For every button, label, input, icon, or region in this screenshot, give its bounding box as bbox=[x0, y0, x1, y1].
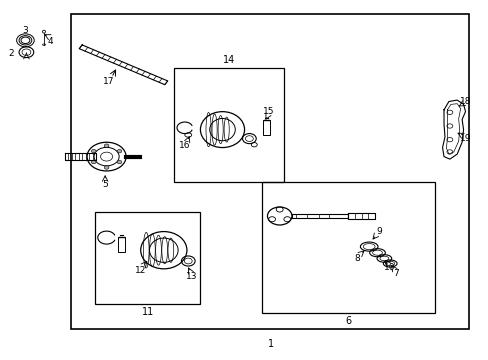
Bar bbox=[95, 212, 200, 304]
Text: 17: 17 bbox=[102, 77, 114, 86]
Text: 4: 4 bbox=[48, 37, 54, 46]
Text: 18: 18 bbox=[459, 97, 470, 106]
Circle shape bbox=[91, 149, 96, 153]
Bar bbox=[291, 214, 347, 218]
Text: 16: 16 bbox=[179, 141, 190, 150]
Text: 15: 15 bbox=[263, 107, 274, 116]
Text: 7: 7 bbox=[392, 269, 398, 278]
Text: 14: 14 bbox=[222, 55, 234, 66]
Text: 2: 2 bbox=[8, 49, 14, 58]
Circle shape bbox=[117, 149, 122, 153]
Circle shape bbox=[104, 144, 109, 147]
Circle shape bbox=[104, 166, 109, 169]
Text: 5: 5 bbox=[102, 180, 108, 189]
Text: 6: 6 bbox=[345, 316, 351, 326]
Bar bbox=[118, 237, 124, 252]
Text: 10: 10 bbox=[383, 263, 395, 272]
Bar bbox=[263, 120, 269, 135]
Circle shape bbox=[117, 160, 122, 164]
Text: 11: 11 bbox=[142, 307, 154, 317]
Text: 12: 12 bbox=[134, 266, 146, 275]
Bar bbox=[261, 182, 434, 313]
Circle shape bbox=[91, 160, 96, 164]
Bar bbox=[173, 68, 283, 182]
Bar bbox=[71, 14, 468, 329]
Text: 3: 3 bbox=[22, 26, 28, 35]
Text: 9: 9 bbox=[375, 227, 381, 236]
Text: 1: 1 bbox=[268, 339, 274, 349]
Text: 8: 8 bbox=[353, 253, 359, 263]
Text: 19: 19 bbox=[459, 134, 470, 143]
Text: 13: 13 bbox=[186, 272, 198, 281]
